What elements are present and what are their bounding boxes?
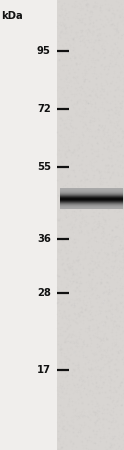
Bar bbox=[60, 205, 123, 207]
Bar bbox=[60, 204, 123, 205]
Bar bbox=[60, 195, 123, 196]
Text: 72: 72 bbox=[37, 104, 51, 114]
Bar bbox=[60, 203, 123, 204]
Bar bbox=[60, 189, 123, 190]
Bar bbox=[60, 203, 123, 205]
Bar bbox=[60, 195, 123, 196]
Bar bbox=[60, 200, 123, 201]
Bar bbox=[60, 207, 123, 208]
Bar bbox=[60, 196, 123, 197]
Bar bbox=[60, 189, 123, 190]
Bar bbox=[60, 194, 123, 195]
Text: 36: 36 bbox=[37, 234, 51, 244]
Bar bbox=[60, 205, 123, 206]
Bar bbox=[60, 198, 123, 199]
Bar bbox=[60, 196, 123, 197]
Bar bbox=[60, 206, 123, 207]
Text: 17: 17 bbox=[37, 365, 51, 375]
Text: 95: 95 bbox=[37, 46, 51, 56]
Bar bbox=[60, 206, 123, 207]
Bar bbox=[60, 192, 123, 193]
Bar bbox=[60, 191, 123, 193]
Bar bbox=[60, 201, 123, 202]
Bar bbox=[60, 200, 123, 201]
Bar bbox=[60, 191, 123, 192]
Text: 28: 28 bbox=[37, 288, 51, 298]
Bar bbox=[60, 205, 123, 206]
Bar bbox=[60, 194, 123, 195]
Bar bbox=[60, 197, 123, 198]
Bar bbox=[60, 207, 123, 208]
Bar bbox=[60, 192, 123, 194]
Bar bbox=[60, 199, 123, 201]
Bar bbox=[60, 191, 123, 192]
Bar bbox=[60, 193, 123, 194]
Bar bbox=[60, 206, 123, 207]
Bar bbox=[60, 195, 123, 197]
Bar bbox=[60, 190, 123, 191]
Bar bbox=[60, 208, 123, 209]
Bar bbox=[60, 207, 123, 208]
Bar bbox=[60, 198, 123, 200]
Bar bbox=[60, 201, 123, 202]
Bar bbox=[60, 199, 123, 200]
Bar bbox=[60, 204, 123, 206]
Bar bbox=[60, 202, 123, 204]
Bar bbox=[57, 0, 124, 450]
Bar bbox=[60, 207, 123, 209]
Text: kDa: kDa bbox=[1, 11, 23, 21]
Bar bbox=[60, 194, 123, 195]
Bar bbox=[60, 194, 123, 196]
Bar bbox=[60, 202, 123, 203]
Bar bbox=[60, 190, 123, 191]
Bar bbox=[60, 204, 123, 205]
Bar bbox=[60, 202, 123, 203]
Bar bbox=[60, 193, 123, 194]
Bar bbox=[60, 197, 123, 198]
Bar bbox=[60, 200, 123, 202]
Bar bbox=[60, 196, 123, 198]
Bar bbox=[60, 201, 123, 202]
Text: 55: 55 bbox=[37, 162, 51, 172]
Bar bbox=[60, 189, 123, 191]
Bar bbox=[60, 193, 123, 194]
Bar bbox=[60, 190, 123, 192]
Bar bbox=[60, 202, 123, 203]
Bar bbox=[60, 198, 123, 199]
Bar bbox=[60, 189, 123, 190]
Bar bbox=[60, 199, 123, 200]
